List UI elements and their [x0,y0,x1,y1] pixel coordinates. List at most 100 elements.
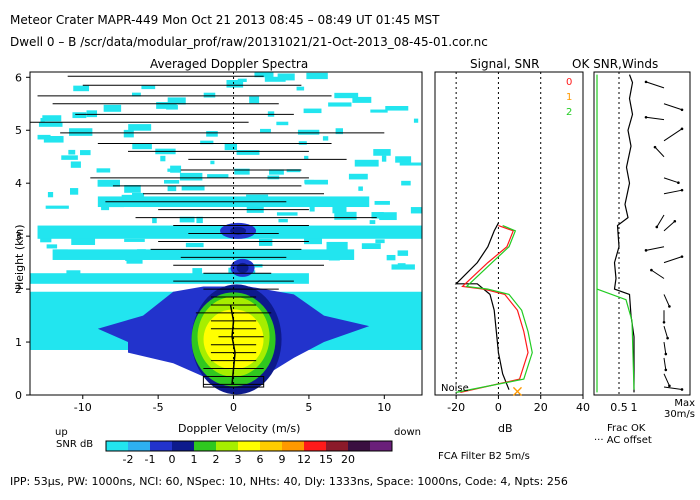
wind-arrow [663,256,683,264]
yellow-core [203,309,264,370]
colorbar-label: SNR dB [56,439,94,450]
colorbar-swatch [194,441,216,451]
echo-3km-core [230,226,247,235]
spectral-blob [374,200,390,205]
wind-arrow-head [650,268,653,272]
spectral-blob [334,92,359,99]
spectral-blob [179,172,203,181]
spectral-blob [236,150,260,155]
spectral-blob [207,174,229,178]
spectral-blob [167,97,186,105]
spectral-blob [379,212,397,221]
colorbar-swatch [326,441,348,451]
spectral-blob [40,237,52,243]
colorbar-swatch [260,441,282,451]
spectral-blob [397,263,406,269]
spectral-blob [354,159,379,167]
spectral-blob [401,180,411,186]
down-label: down [394,427,421,438]
spectral-blob [80,150,91,156]
colorbar-tick-label: 20 [341,453,355,466]
colorbar-tick-label: 9 [279,453,286,466]
spectral-blob [326,241,348,250]
colorbar-swatch [128,441,150,451]
colorbar-swatch [172,441,194,451]
spectral-blob [335,128,343,135]
spectral-blob [38,122,63,127]
snr-colorbar: -2 -1 0 1 2 3 6 9 12 15 20 [105,440,393,466]
colorbar-swatch [106,441,128,451]
spectral-blob [334,211,357,220]
spectral-blob [385,105,409,111]
spectral-blob [375,239,385,244]
max-wind-scale-label: Max 30m/s [663,398,695,420]
spectral-blob [181,185,205,191]
spectral-blob [164,179,180,184]
echo-2km-core [236,262,249,273]
spectral-blob [370,109,388,113]
spectral-blob [348,173,368,180]
snr-marker: × [511,381,524,400]
wind-arrow [663,177,679,184]
fca-filter-label: FCA Filter B2 5m/s [438,451,530,462]
spectral-blob [397,250,409,256]
cyan-band [30,273,309,284]
spectral-blob [278,218,288,223]
snr-title: Signal, SNR [470,57,540,71]
wind-arrow [663,294,670,307]
spectral-blob [128,124,152,131]
spectral-blob [96,168,111,173]
signal-snr-panel: ×-20 0 20 40 [434,71,590,414]
spectral-blob [192,268,203,275]
spectral-blob [141,85,156,90]
wind-arrow [645,116,665,121]
spectral-blob [68,149,76,155]
spectral-blob [352,96,372,103]
wind-arrow-head [644,249,648,252]
y-tick-label: 1 [15,336,22,349]
spectra-title: Averaged Doppler Spectra [150,57,309,71]
winds-x-tick-label: 1 [631,401,638,414]
winds-series-frac-ok [613,74,635,393]
x-tick-label: -10 [74,401,92,414]
spectral-blob [156,102,177,109]
colorbar-tick-label: 3 [235,453,242,466]
spectral-blob [276,121,289,126]
spectral-blob [297,129,320,135]
colorbar-swatch [348,441,370,451]
spectral-blob [132,92,141,97]
spectra-body [30,72,422,395]
spectral-blob [103,104,122,112]
spectral-blob [206,131,218,137]
footer-params: IPP: 53μs, PW: 1000ns, NCI: 60, NSpec: 1… [10,475,568,488]
y-tick-label: 2 [15,283,22,296]
spectral-blob [249,96,260,104]
y-tick-label: 5 [15,124,22,137]
wind-arrow-head [668,384,671,388]
spectral-blob [170,165,182,173]
spectral-blob [210,160,215,165]
doppler-spectra-panel: -10 -5 0 5 10 0 1 2 3 4 5 6 [15,71,423,414]
colorbar-tick-label: 1 [191,453,198,466]
spectral-blob [167,185,177,192]
wind-arrow-head [680,388,684,391]
surface-box [202,375,265,388]
spectral-blob [303,108,322,114]
spectral-blob [200,140,214,145]
wind-arrow [663,103,683,111]
spectral-blob [381,155,387,162]
colorbar-tick-label: -2 [123,453,134,466]
y-tick-label: 6 [15,71,22,84]
spectral-blob [69,128,93,136]
wind-arrow [645,81,665,89]
snr-x-tick-label: 0 [495,401,502,414]
spectral-blob [322,136,329,141]
spectral-blob [286,169,301,173]
spectral-blob [276,212,298,216]
wind-arrow [663,386,683,390]
wind-arrow-head [680,127,684,131]
x-tick-label: 10 [377,401,391,414]
colorbar-tick-label: -1 [145,453,156,466]
colorbar-tick-label: 2 [213,453,220,466]
